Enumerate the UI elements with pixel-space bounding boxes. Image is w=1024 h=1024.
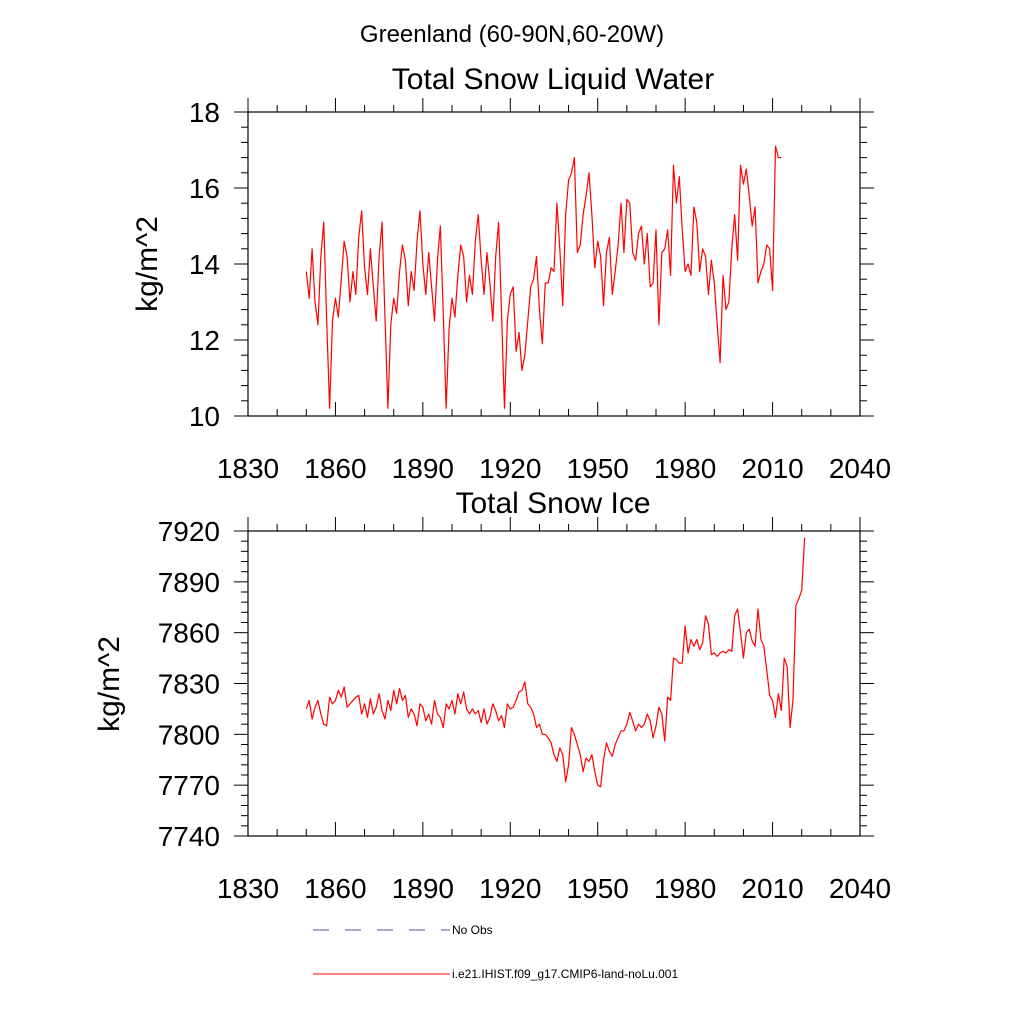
panel-title: Total Snow Liquid Water <box>392 63 714 96</box>
x-tick-label: 2040 <box>829 453 891 484</box>
x-tick-label: 1980 <box>654 453 716 484</box>
x-tick-label: 1860 <box>304 453 366 484</box>
x-tick-label: 1890 <box>392 873 454 904</box>
y-tick-label: 7770 <box>158 770 220 801</box>
y-tick-label: 18 <box>189 97 220 128</box>
series-group <box>305 537 806 788</box>
axis-tick-labels: 1830 1860 1890 1920 1950 1980 2010 2040 10 12 14 16… <box>189 97 891 484</box>
figure-suptitle: Greenland (60-90N,60-20W) <box>360 21 664 48</box>
y-tick-label: 7800 <box>158 719 220 750</box>
series-group <box>305 145 782 409</box>
panel-title: Total Snow Ice <box>455 487 650 520</box>
panel-snow-ice: Total Snow Ice kg/m^2 1830 1860 1890 1920 19… <box>93 487 891 904</box>
series-line <box>305 145 782 409</box>
legend-label-obs: No Obs <box>452 923 493 937</box>
x-tick-label: 2010 <box>741 873 803 904</box>
y-tick-label: 7890 <box>158 567 220 598</box>
axis-tick-labels: 1830 1860 1890 1920 1950 1980 2010 2040 7740 7770… <box>158 516 891 904</box>
y-axis-label: kg/m^2 <box>131 216 164 312</box>
x-tick-label: 1860 <box>304 873 366 904</box>
axis-ticks <box>234 98 874 417</box>
y-tick-label: 7860 <box>158 618 220 649</box>
x-tick-label: 1920 <box>479 873 541 904</box>
axis-ticks <box>234 517 874 837</box>
y-tick-label: 7830 <box>158 669 220 700</box>
legend: No Obs i.e21.IHIST.f09_g17.CMIP6-land-no… <box>313 923 678 981</box>
y-tick-label: 10 <box>189 401 220 432</box>
y-tick-label: 7920 <box>158 516 220 547</box>
series-line <box>305 537 806 788</box>
y-axis-label: kg/m^2 <box>93 636 126 732</box>
x-tick-label: 2040 <box>829 873 891 904</box>
x-tick-label: 1950 <box>567 873 629 904</box>
y-tick-label: 12 <box>189 325 220 356</box>
x-tick-label: 1830 <box>217 453 279 484</box>
y-tick-label: 7740 <box>158 821 220 852</box>
x-tick-label: 1950 <box>567 453 629 484</box>
x-tick-label: 1830 <box>217 873 279 904</box>
y-tick-label: 14 <box>189 249 220 280</box>
x-tick-label: 2010 <box>741 453 803 484</box>
y-tick-label: 16 <box>189 173 220 204</box>
x-tick-label: 1920 <box>479 453 541 484</box>
legend-label-model: i.e21.IHIST.f09_g17.CMIP6-land-noLu.001 <box>452 967 678 981</box>
x-tick-label: 1980 <box>654 873 716 904</box>
panel-snow-liquid-water: Total Snow Liquid Water kg/m^2 1830 1860 1… <box>131 63 891 484</box>
x-tick-label: 1890 <box>392 453 454 484</box>
